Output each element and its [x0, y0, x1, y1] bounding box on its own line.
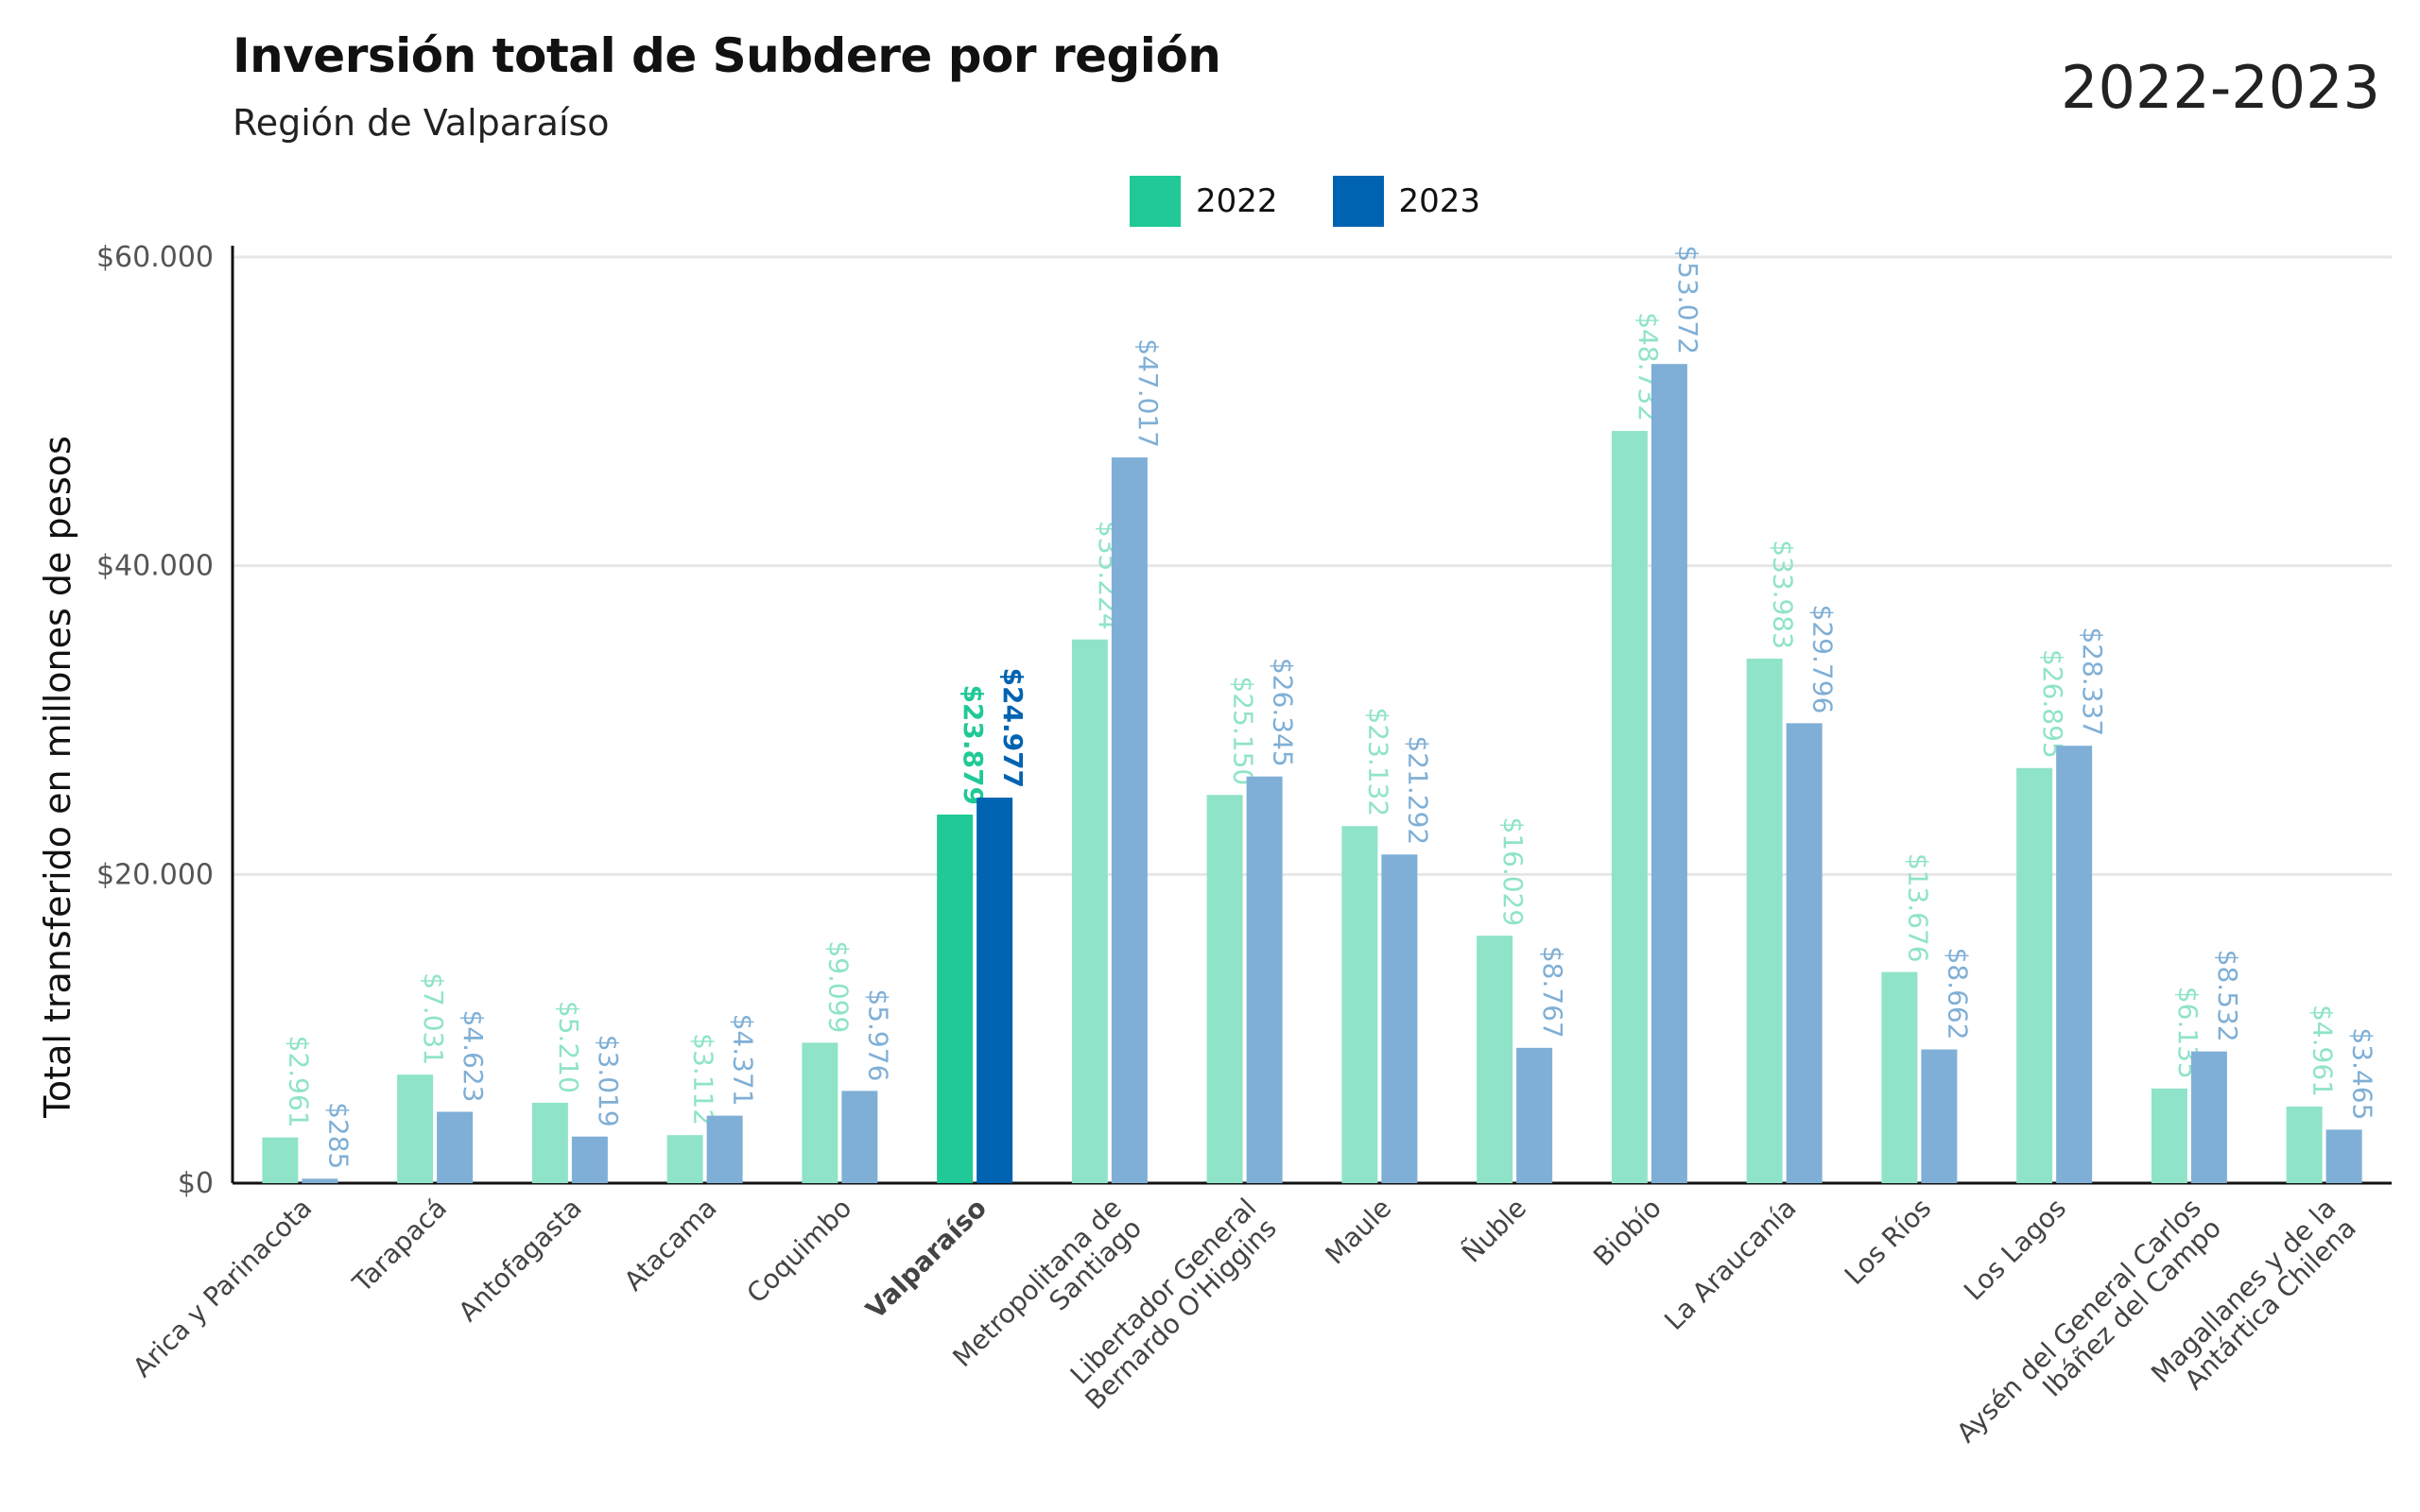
- category-label-0: Arica y Parinacota: [127, 1193, 318, 1383]
- value-label-2023-3: $4.371: [728, 1014, 759, 1107]
- bar-2022-7: [1206, 795, 1243, 1183]
- value-label-2023-9: $8.767: [1537, 946, 1568, 1039]
- bar-2022-9: [1477, 936, 1513, 1183]
- value-label-2023-2: $3.019: [593, 1035, 624, 1127]
- legend-label-2023: 2023: [1398, 182, 1481, 220]
- value-label-2023-0: $285: [322, 1102, 354, 1169]
- legend-item-2023: 2023: [1332, 176, 1481, 227]
- bar-2022-13: [2016, 767, 2053, 1183]
- y-tick-label: $0: [178, 1167, 214, 1200]
- value-label-2023-6: $47.017: [1132, 338, 1164, 448]
- y-axis-label: Total transferido en millones de pesos: [37, 436, 78, 1119]
- y-tick-label: $60.000: [96, 241, 214, 274]
- legend: 2022 2023: [1130, 176, 1535, 227]
- bar-2022-1: [397, 1074, 434, 1183]
- value-label-2023-4: $5.976: [862, 988, 893, 1081]
- legend-item-2022: 2022: [1130, 176, 1278, 227]
- legend-swatch-2022: [1130, 176, 1181, 227]
- value-label-2022-13: $26.895: [2037, 649, 2068, 759]
- category-label-8: Maule: [1320, 1193, 1398, 1271]
- value-label-2022-2: $5.210: [553, 1001, 584, 1093]
- y-tick-label: $20.000: [96, 858, 214, 891]
- value-label-2023-5: $24.977: [997, 668, 1028, 789]
- bar-2023-0: [302, 1178, 338, 1183]
- bar-2022-12: [1881, 971, 1918, 1183]
- value-label-2023-14: $8.532: [2212, 950, 2243, 1042]
- value-label-2022-15: $4.961: [2308, 1005, 2339, 1097]
- value-label-2023-8: $21.292: [1402, 735, 1433, 845]
- bar-2023-13: [2056, 746, 2093, 1183]
- category-label-13: Los Lagos: [1958, 1193, 2072, 1307]
- value-label-2022-9: $16.029: [1497, 816, 1529, 926]
- value-label-2022-7: $25.150: [1228, 676, 1259, 785]
- bar-2022-6: [1071, 639, 1108, 1183]
- value-label-2023-7: $26.345: [1268, 658, 1299, 767]
- bar-2022-0: [262, 1137, 299, 1183]
- value-label-2022-1: $7.031: [418, 972, 449, 1065]
- value-label-2023-15: $3.465: [2347, 1027, 2378, 1120]
- value-label-2022-12: $13.676: [1902, 853, 1933, 963]
- chart-title: Inversión total de Subdere por región: [233, 28, 1221, 83]
- value-label-2023-13: $28.337: [2077, 627, 2108, 736]
- bar-2023-2: [571, 1136, 608, 1183]
- bar-2023-6: [1111, 457, 1148, 1183]
- value-label-2023-12: $8.662: [1942, 948, 1973, 1040]
- bar-2022-2: [531, 1102, 568, 1183]
- bar-2022-11: [1746, 658, 1783, 1183]
- category-label-11: La Araucanía: [1658, 1193, 1802, 1336]
- value-label-2022-0: $2.961: [283, 1036, 314, 1128]
- legend-swatch-2023: [1332, 176, 1384, 227]
- category-label-5: Valparaíso: [860, 1193, 994, 1326]
- chart-subtitle: Región de Valparaíso: [233, 102, 610, 144]
- category-label-4: Coquimbo: [740, 1193, 857, 1310]
- bar-2023-10: [1651, 364, 1687, 1183]
- bar-2022-3: [666, 1135, 703, 1183]
- value-label-2022-5: $23.879: [958, 684, 989, 805]
- bar-2023-8: [1381, 854, 1418, 1183]
- value-label-2022-4: $9.099: [822, 940, 854, 1033]
- bar-2022-15: [2286, 1106, 2323, 1183]
- value-label-2023-10: $53.072: [1672, 245, 1703, 354]
- category-label-3: Atacama: [618, 1193, 723, 1297]
- category-label-9: Ñuble: [1456, 1193, 1532, 1269]
- bar-2023-11: [1786, 723, 1823, 1183]
- bar-2023-3: [706, 1115, 743, 1183]
- category-label-2: Antofagasta: [453, 1193, 588, 1328]
- value-label-2022-11: $33.983: [1768, 540, 1799, 649]
- bar-2023-4: [841, 1091, 878, 1183]
- legend-label-2022: 2022: [1196, 182, 1278, 220]
- value-label-2023-11: $29.796: [1807, 605, 1839, 714]
- y-tick-label: $40.000: [96, 550, 214, 583]
- bar-2023-1: [437, 1111, 474, 1183]
- bar-2022-4: [802, 1042, 838, 1183]
- category-label-12: Los Ríos: [1839, 1193, 1937, 1291]
- bar-2023-7: [1246, 776, 1283, 1183]
- bar-2023-9: [1516, 1047, 1553, 1183]
- value-label-2022-3: $3.112: [688, 1033, 719, 1125]
- bar-2023-5: [977, 798, 1013, 1183]
- bar-2022-14: [2151, 1088, 2187, 1183]
- bar-2023-12: [1921, 1049, 1958, 1183]
- bar-2022-10: [1611, 431, 1648, 1183]
- bar-2023-14: [2190, 1051, 2227, 1183]
- bar-2023-15: [2325, 1129, 2362, 1183]
- category-label-10: Biobío: [1587, 1193, 1668, 1273]
- value-label-2022-8: $23.132: [1362, 707, 1393, 816]
- bar-2022-8: [1341, 826, 1378, 1183]
- category-label-1: Tarapacá: [346, 1193, 453, 1299]
- period-label: 2022-2023: [2061, 53, 2380, 122]
- value-label-2023-1: $4.623: [458, 1010, 489, 1103]
- bar-2022-5: [937, 814, 974, 1183]
